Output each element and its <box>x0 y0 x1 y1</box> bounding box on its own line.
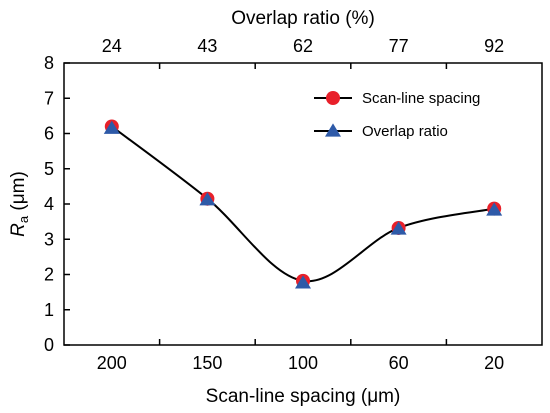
y-tick-label: 3 <box>44 229 54 249</box>
x-tick-label: 150 <box>192 353 222 373</box>
x-tick-label: 60 <box>389 353 409 373</box>
y-axis-title-unit: (μm) <box>8 171 29 216</box>
y-tick-label: 1 <box>44 300 54 320</box>
x2-ticks: 24 43 62 77 92 <box>102 36 504 69</box>
y-tick-label: 0 <box>44 335 54 355</box>
series-curve <box>111 125 495 283</box>
legend-label: Overlap ratio <box>362 123 448 140</box>
y-tick-label: 5 <box>44 159 54 179</box>
x-tick-label: 100 <box>288 353 318 373</box>
y-tick-label: 4 <box>44 194 54 214</box>
x2-tick-label: 62 <box>293 36 313 56</box>
triangle-marker <box>486 202 503 216</box>
x2-tick-label: 43 <box>197 36 217 56</box>
x2-tick-label: 92 <box>484 36 504 56</box>
y-tick-label: 8 <box>44 53 54 73</box>
y-tick-label: 2 <box>44 265 54 285</box>
legend: Scan-line spacing Overlap ratio <box>314 90 480 140</box>
legend-triangle-marker <box>325 123 341 137</box>
y-tick-label: 7 <box>44 88 54 108</box>
x2-tick-label: 24 <box>102 36 122 56</box>
y-ticks: 0 1 2 3 4 5 6 7 8 <box>44 53 70 355</box>
y-tick-label: 6 <box>44 124 54 144</box>
triangle-marker <box>295 275 311 289</box>
x-tick-label: 20 <box>484 353 504 373</box>
triangle-marker <box>199 192 216 206</box>
y-axis-title-sub: a <box>16 215 31 223</box>
x2-axis-title: Overlap ratio (%) <box>231 8 375 29</box>
triangle-marker <box>103 120 120 134</box>
y-axis-title: Ra (μm) <box>8 171 31 237</box>
x-tick-label: 200 <box>97 353 127 373</box>
legend-circle-marker <box>326 91 340 105</box>
markers <box>103 119 503 289</box>
x-ticks: 200 150 100 60 20 <box>97 339 504 373</box>
x-axis-title: Scan-line spacing (μm) <box>206 386 401 407</box>
triangle-marker <box>390 221 407 235</box>
y-axis-title-main: R <box>8 223 29 237</box>
legend-label: Scan-line spacing <box>362 90 480 107</box>
x2-tick-label: 77 <box>389 36 409 56</box>
